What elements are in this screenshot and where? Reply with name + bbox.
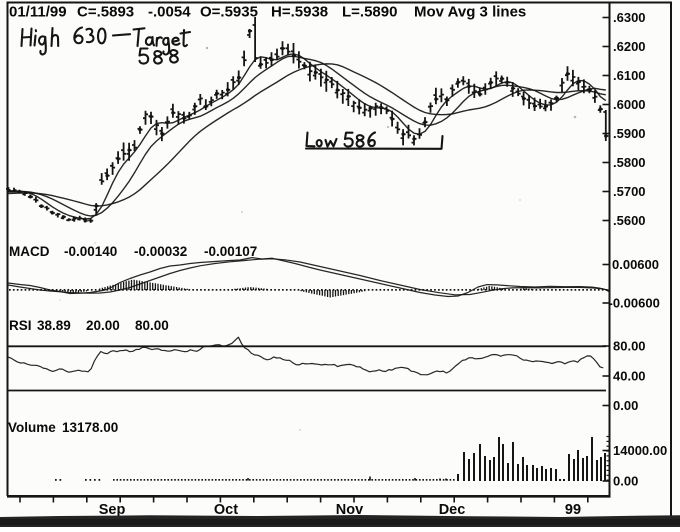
svg-text:Oct: Oct xyxy=(214,502,238,518)
svg-text:Sep: Sep xyxy=(99,502,126,518)
svg-text:0.00: 0.00 xyxy=(613,398,638,413)
svg-text:38.89: 38.89 xyxy=(37,318,71,333)
svg-text:-0.00107: -0.00107 xyxy=(204,244,257,259)
svg-text:.6100: .6100 xyxy=(613,68,646,83)
svg-text:20.00: 20.00 xyxy=(86,318,120,333)
svg-text:40.00: 40.00 xyxy=(613,369,646,384)
svg-text:99: 99 xyxy=(565,502,581,518)
svg-text:13178.00: 13178.00 xyxy=(62,420,118,435)
svg-text:-0.00032: -0.00032 xyxy=(134,244,187,259)
svg-text:Nov: Nov xyxy=(336,502,363,518)
svg-text:.6300: .6300 xyxy=(613,10,646,25)
svg-text:.6000: .6000 xyxy=(613,97,646,112)
svg-text:C=.5893: C=.5893 xyxy=(77,4,134,21)
svg-text:.5800: .5800 xyxy=(613,155,646,170)
svg-text:.5900: .5900 xyxy=(613,126,646,141)
svg-text:-0.00600: -0.00600 xyxy=(609,296,660,311)
svg-text:Volume: Volume xyxy=(8,420,56,435)
svg-text:0.00600: 0.00600 xyxy=(612,257,659,272)
svg-text:-0.00140: -0.00140 xyxy=(64,244,117,259)
svg-text:.5600: .5600 xyxy=(613,213,646,228)
svg-text:0.00: 0.00 xyxy=(613,474,638,489)
svg-text:L=.5890: L=.5890 xyxy=(342,4,397,21)
svg-text:14000.00: 14000.00 xyxy=(613,443,667,458)
svg-text:-.0054: -.0054 xyxy=(148,4,191,21)
svg-text:MACD: MACD xyxy=(9,244,50,259)
svg-text:O=.5935: O=.5935 xyxy=(200,4,258,21)
svg-text:Mov Avg 3 lines: Mov Avg 3 lines xyxy=(414,4,526,21)
svg-text:RSI: RSI xyxy=(9,318,32,333)
svg-text:H=.5938: H=.5938 xyxy=(271,4,328,21)
svg-text:01/11/99: 01/11/99 xyxy=(9,4,67,21)
svg-text:.6200: .6200 xyxy=(613,39,646,54)
svg-text:.5700: .5700 xyxy=(613,184,646,199)
svg-text:80.00: 80.00 xyxy=(135,318,169,333)
svg-text:Dec: Dec xyxy=(439,502,466,518)
svg-text:80.00: 80.00 xyxy=(613,339,646,354)
